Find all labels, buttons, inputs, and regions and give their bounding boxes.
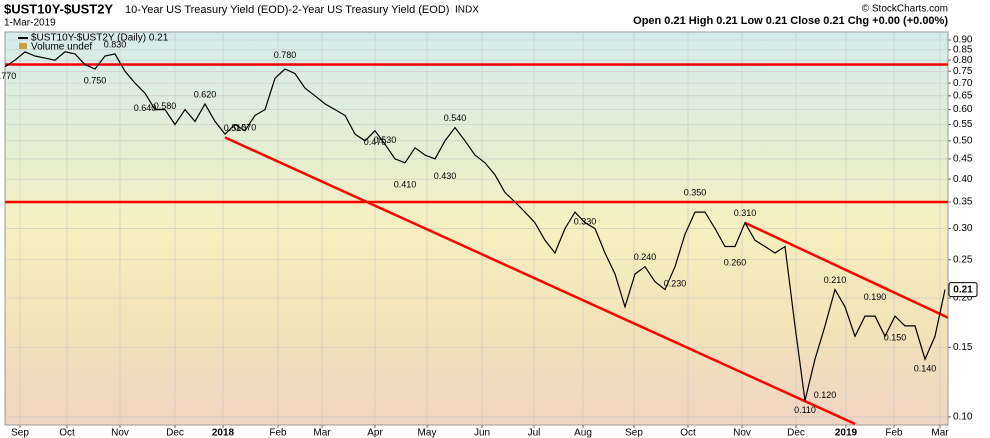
y-tick-label: 0.85 <box>953 44 973 55</box>
annotation: 0.620 <box>194 89 217 99</box>
annotation: 0.530 <box>374 135 397 145</box>
annotation: 0.110 <box>794 405 816 415</box>
legend-swatch <box>19 43 27 49</box>
x-tick-label: Feb <box>269 428 287 438</box>
y-tick-label: 0.45 <box>953 154 973 165</box>
y-tick-label: 0.55 <box>953 119 973 130</box>
x-tick-label: Oct <box>680 428 696 438</box>
annotation: 0.240 <box>634 252 657 262</box>
source: © StockCharts.com <box>862 4 948 15</box>
annotation: 0.330 <box>574 216 597 226</box>
annotation: 0.310 <box>734 208 757 218</box>
y-tick-label: 0.25 <box>953 254 973 265</box>
annotation: 0.780 <box>274 50 297 60</box>
y-tick-label: 0.75 <box>953 66 973 77</box>
x-tick-label: Sep <box>625 428 643 438</box>
trend-line <box>224 136 856 425</box>
annotation: 0.430 <box>434 171 457 181</box>
annotation: 0.210 <box>824 275 847 285</box>
x-tick-label: Dec <box>787 428 805 438</box>
annotation: 0.120 <box>814 390 837 400</box>
annotation: 0.350 <box>684 187 707 197</box>
x-tick-label: Nov <box>111 428 129 438</box>
y-tick-label: 0.10 <box>953 412 973 423</box>
x-tick-label: Oct <box>59 428 75 438</box>
y-tick-label: 0.70 <box>953 78 973 89</box>
annotation: 0.470 <box>364 137 387 147</box>
y-tick-label: 0.65 <box>953 90 973 101</box>
exchange: INDX <box>455 5 479 16</box>
symbol: $UST10Y-$UST2Y <box>4 1 113 16</box>
x-tick-label: Sep <box>11 428 29 438</box>
x-tick-label: Jul <box>528 428 541 438</box>
date: 1-Mar-2019 <box>4 18 56 29</box>
price-line <box>5 51 946 401</box>
y-tick-label: 0.80 <box>953 55 973 66</box>
legend-entry: Volume undef <box>31 42 92 53</box>
x-tick-label: Dec <box>166 428 184 438</box>
y-tick-label: 0.40 <box>953 174 973 185</box>
annotation: 0.580 <box>154 101 177 111</box>
annotation: 0.570 <box>234 123 257 133</box>
x-tick-label: Nov <box>733 428 751 438</box>
annotation: 0.750 <box>84 76 107 86</box>
x-tick-label: 2019 <box>835 428 858 438</box>
y-tick-label: 0.35 <box>953 197 973 208</box>
quote: Open 0.21 High 0.21 Low 0.21 Close 0.21 … <box>633 15 948 27</box>
y-tick-label: 0.20 <box>953 293 973 304</box>
legend: $UST10Y-$UST2Y (Daily) 0.21 Volume undef <box>18 33 169 53</box>
annotation: 0.190 <box>864 292 887 302</box>
annotation: 0.540 <box>444 113 467 123</box>
x-tick-label: Aug <box>574 428 592 438</box>
x-tick-label: Mar <box>313 428 331 438</box>
legend-entry: $UST10Y-$UST2Y (Daily) 0.21 <box>31 33 169 44</box>
y-tick-label: 0.90 <box>953 35 973 46</box>
trend-line <box>744 221 948 320</box>
x-tick-label: May <box>418 428 437 438</box>
annotation: 0.830 <box>104 39 127 49</box>
annotation: 0.230 <box>664 278 687 288</box>
annotation: 0.410 <box>394 179 417 189</box>
last-value-box <box>948 282 978 298</box>
plot <box>5 32 948 425</box>
y-tick-label: 0.60 <box>953 104 973 115</box>
last-value-label: 0.21 <box>953 284 973 295</box>
annotation: 0.140 <box>914 364 937 374</box>
y-tick-label: 0.15 <box>953 342 973 353</box>
x-tick-label: Feb <box>885 428 903 438</box>
annotation: 0.510 <box>224 123 247 133</box>
chart-title: 10-Year US Treasury Yield (EOD)-2-Year U… <box>125 4 449 16</box>
annotation: 0.260 <box>724 257 747 267</box>
x-tick-label: 2018 <box>212 428 235 438</box>
y-tick-label: 0.30 <box>953 223 973 234</box>
y-tick-label: 0.50 <box>953 135 973 146</box>
annotation: 0.770 <box>0 71 16 81</box>
annotation: 0.150 <box>884 333 907 343</box>
x-tick-label: Mar <box>931 428 949 438</box>
x-tick-label: Apr <box>367 428 383 438</box>
x-tick-label: Jun <box>474 428 490 438</box>
annotation: 0.640 <box>134 103 157 113</box>
